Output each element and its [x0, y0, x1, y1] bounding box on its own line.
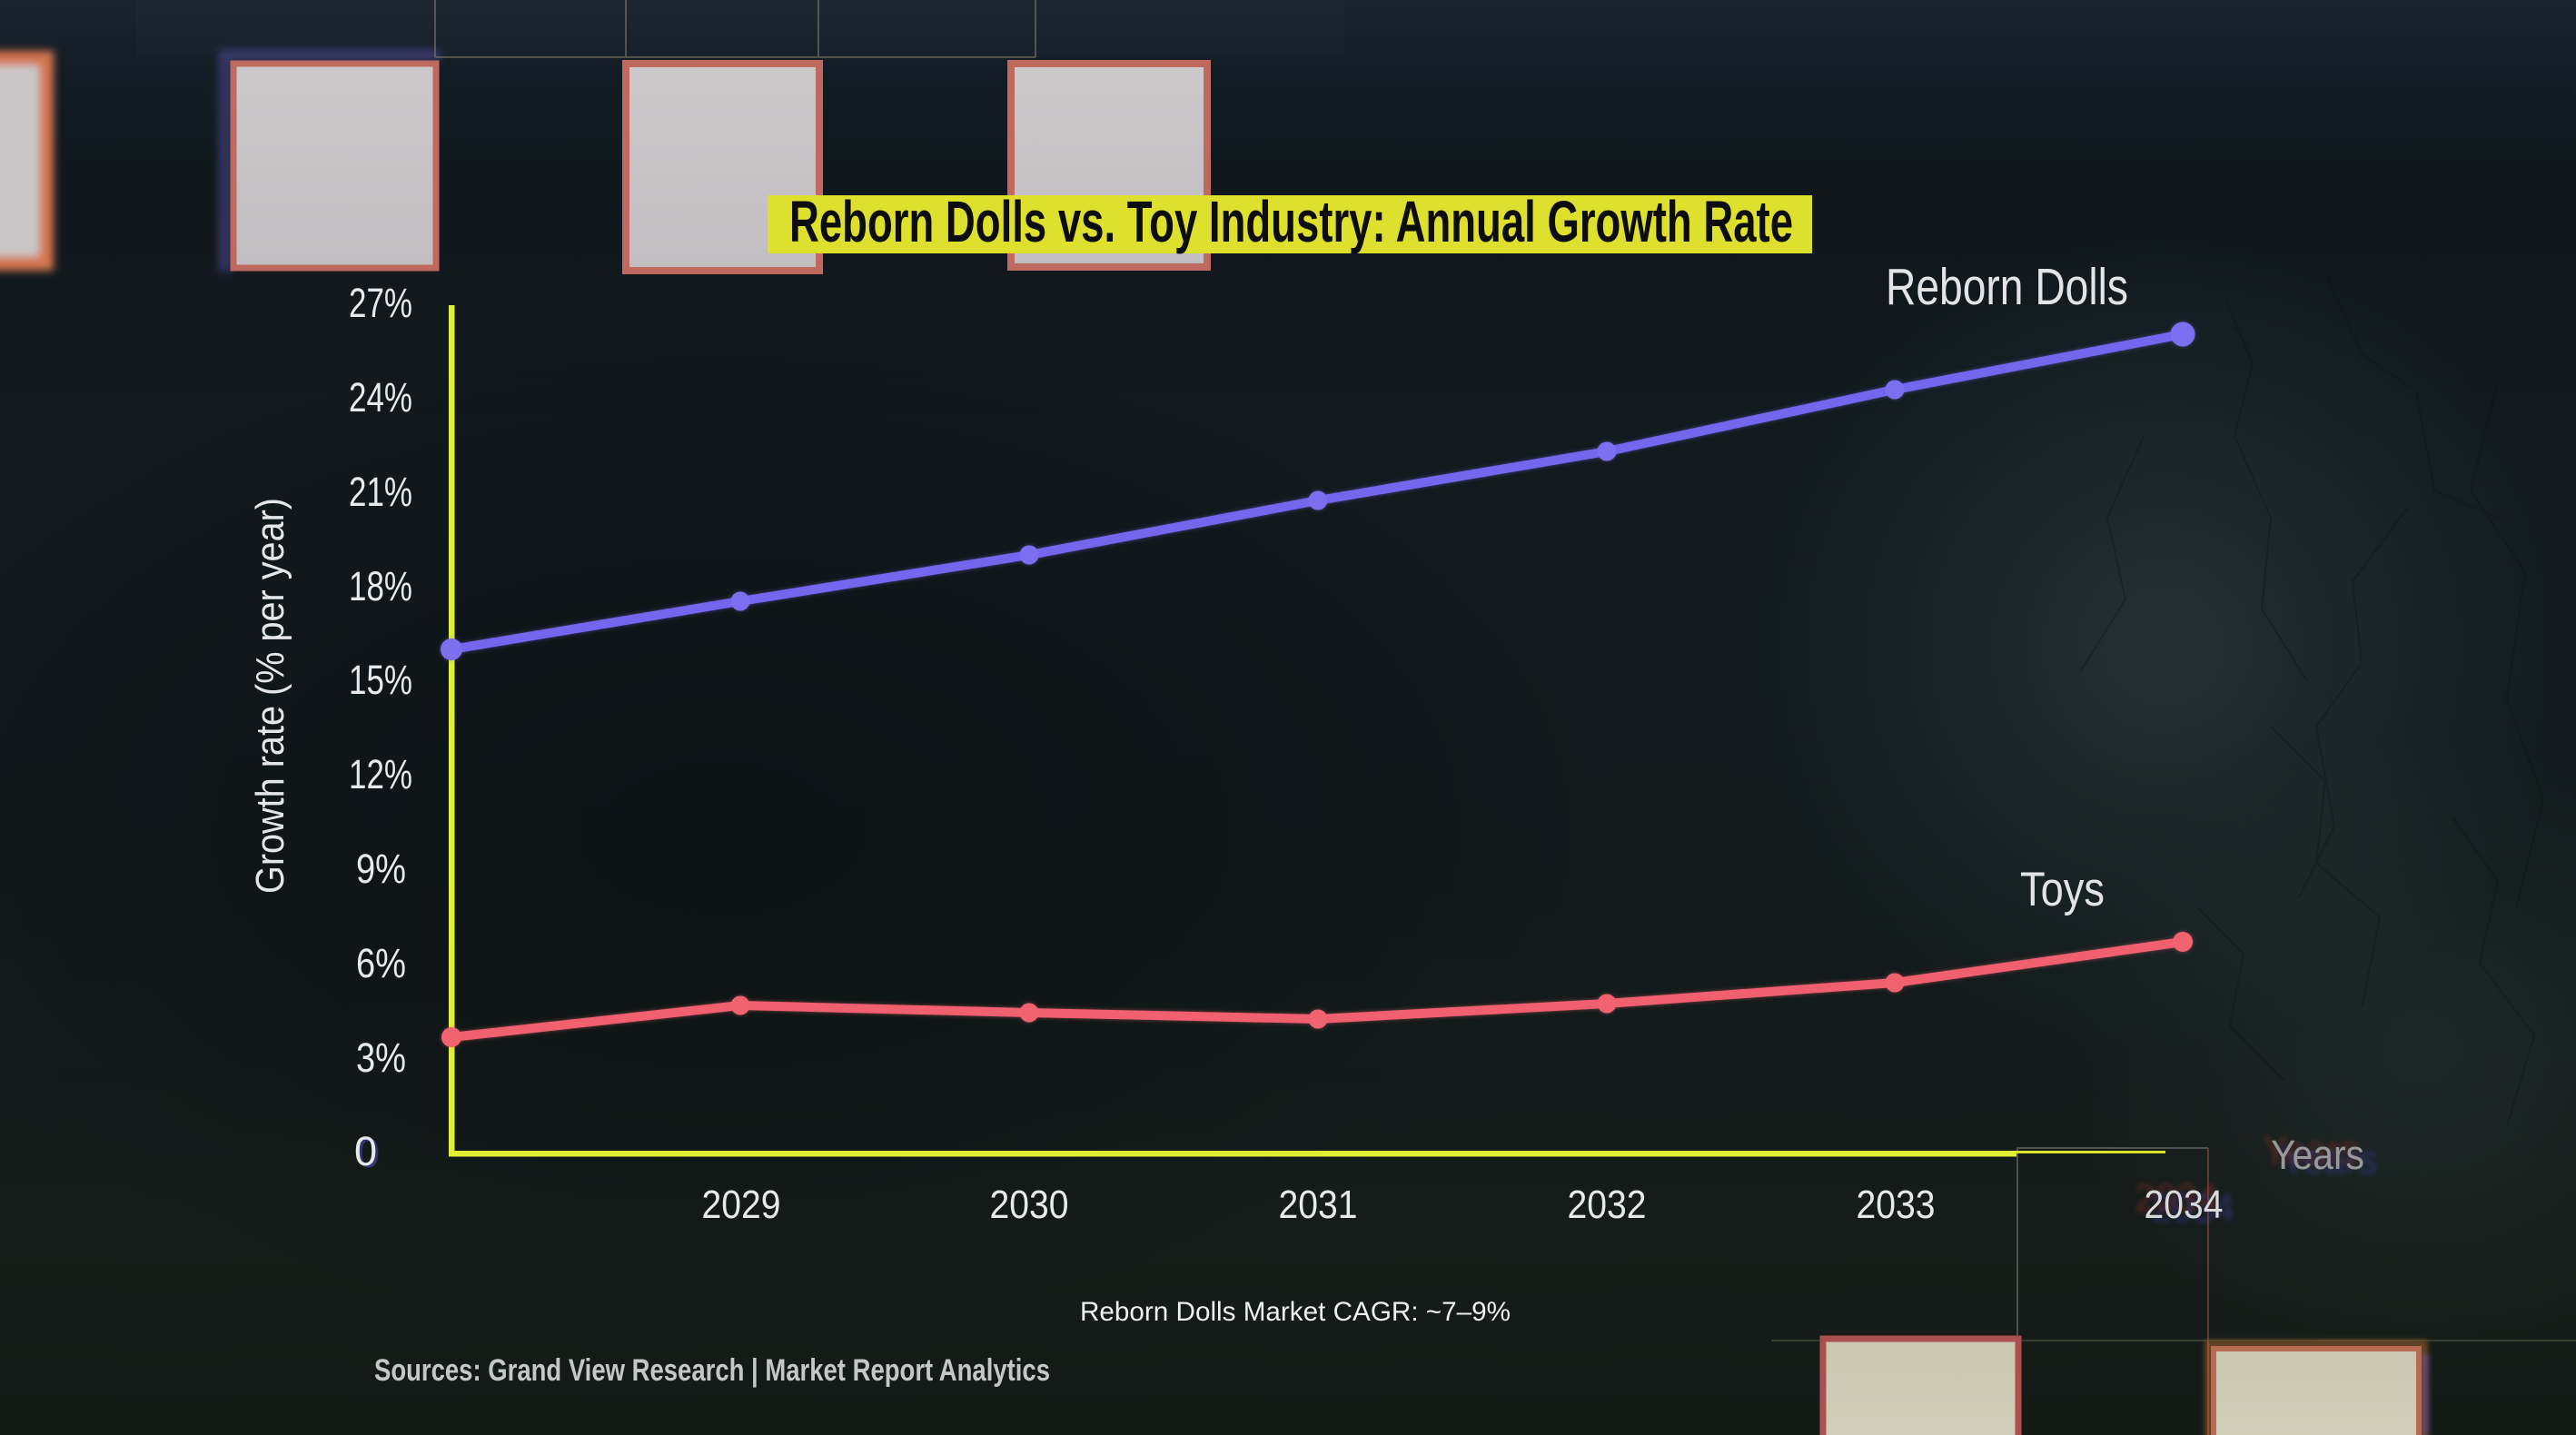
svg-text:27%: 27%: [349, 280, 412, 326]
svg-text:12%: 12%: [349, 751, 412, 797]
svg-text:2030: 2030: [990, 1183, 1069, 1227]
svg-text:Sources: Grand View Research |: Sources: Grand View Research | Market Re…: [374, 1353, 1050, 1388]
svg-text:0: 0: [357, 1130, 380, 1176]
svg-text:Reborn Dolls Market CAGR: ~7–9: Reborn Dolls Market CAGR: ~7–9%: [1080, 1297, 1511, 1327]
svg-text:Growth rate (% per year): Growth rate (% per year): [248, 498, 292, 894]
svg-text:0: 0: [354, 1128, 377, 1174]
svg-text:Reborn Dolls vs. Toy Industry:: Reborn Dolls vs. Toy Industry: Annual Gr…: [789, 189, 1793, 254]
svg-text:Years: Years: [2263, 1127, 2359, 1173]
svg-text:21%: 21%: [349, 469, 412, 515]
svg-text:6%: 6%: [356, 940, 406, 986]
svg-text:Years: Years: [2271, 1132, 2364, 1178]
svg-text:2031: 2031: [1279, 1183, 1358, 1227]
svg-text:24%: 24%: [349, 374, 412, 421]
svg-text:Years: Years: [2281, 1136, 2377, 1183]
svg-text:2029: 2029: [702, 1183, 781, 1227]
svg-text:Reborn Dolls: Reborn Dolls: [1886, 258, 2128, 316]
svg-text:3%: 3%: [356, 1034, 406, 1081]
svg-text:2034: 2034: [2151, 1186, 2234, 1231]
svg-text:Toys: Toys: [2020, 863, 2105, 916]
svg-text:9%: 9%: [356, 846, 406, 892]
svg-text:18%: 18%: [349, 563, 412, 609]
svg-text:15%: 15%: [349, 657, 412, 703]
svg-text:2034: 2034: [2135, 1176, 2218, 1221]
svg-text:2034: 2034: [2145, 1183, 2224, 1227]
svg-text:2033: 2033: [1857, 1183, 1936, 1227]
svg-text:2032: 2032: [1568, 1183, 1647, 1227]
